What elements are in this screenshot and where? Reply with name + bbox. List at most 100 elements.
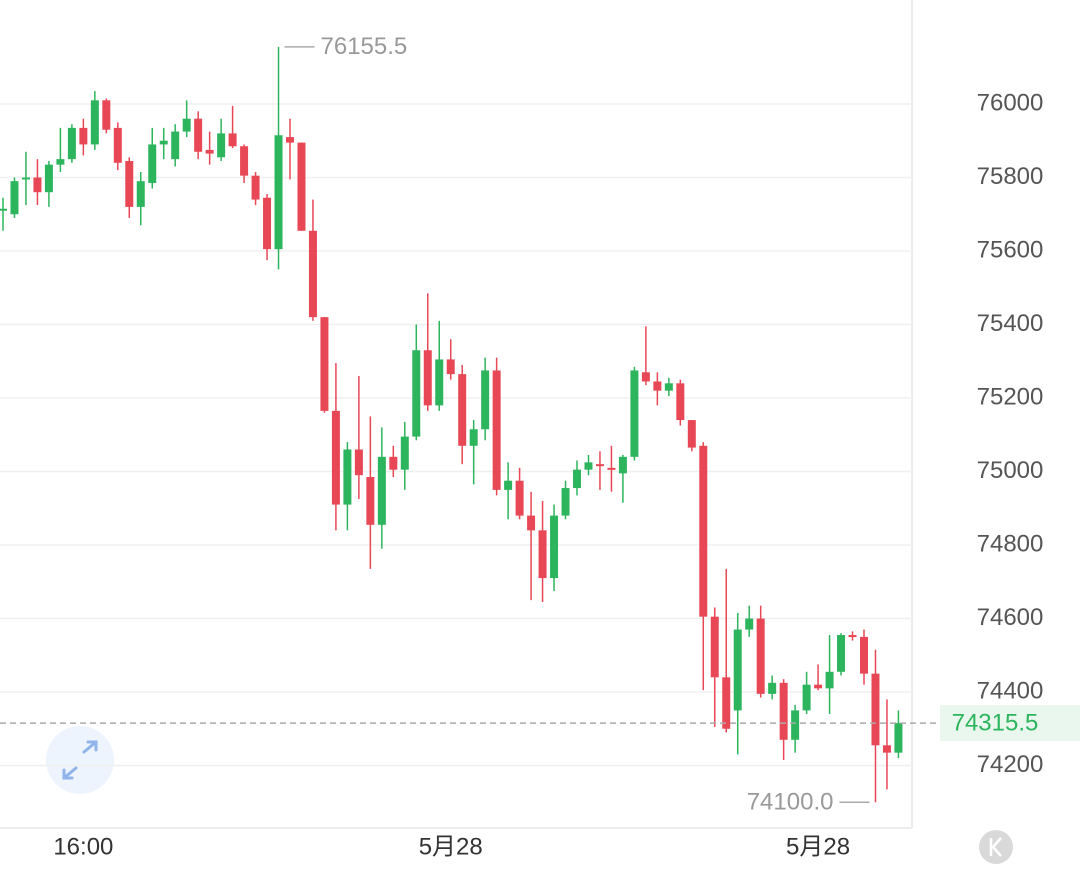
candle-body [354, 449, 363, 476]
candle-body [687, 420, 696, 448]
candle-body [377, 456, 386, 525]
candle-body [67, 127, 76, 160]
candle-body [102, 100, 111, 130]
candle-body [194, 118, 203, 152]
y-tick-label: 75200 [977, 383, 1044, 410]
candle-body [446, 359, 455, 375]
candle-body [263, 197, 272, 250]
candle-body [492, 370, 501, 490]
candle-body [882, 745, 891, 753]
candle-body [860, 636, 868, 674]
x-tick-label: 5月28 [786, 833, 850, 860]
candle-body [366, 477, 375, 525]
candle-body [848, 635, 857, 638]
candle-body [44, 164, 53, 193]
candle-body [791, 710, 800, 740]
candle-body [871, 673, 880, 746]
candle-body [481, 370, 490, 430]
x-tick-label: 16:00 [53, 833, 113, 860]
candle-body [79, 127, 88, 145]
candle-body [389, 456, 398, 470]
candle-body [56, 159, 65, 165]
candle-body [159, 140, 168, 145]
candle-body [550, 515, 559, 579]
candle-body [412, 350, 421, 437]
candle-body [710, 616, 719, 678]
candle-body [561, 488, 570, 516]
candle-body [297, 142, 306, 231]
expand-icon[interactable] [62, 740, 98, 780]
candle-body [286, 137, 294, 143]
y-tick-label: 75600 [977, 236, 1044, 263]
candle-body [722, 677, 731, 729]
min-annotation: 74100.0 [747, 789, 834, 816]
candle-body [217, 133, 226, 158]
candle-body [274, 135, 283, 250]
candle-body [0, 208, 7, 211]
candle-body [584, 462, 593, 470]
candle-body [33, 177, 42, 193]
candle-body [343, 449, 352, 505]
last-price-label: 74315.5 [952, 709, 1039, 736]
candle-body [630, 370, 639, 457]
candle-body [400, 436, 409, 470]
candle-body [136, 181, 145, 207]
candle-body [756, 618, 765, 694]
y-tick-label: 74200 [977, 751, 1044, 778]
candle-body [228, 133, 237, 147]
candle-body [641, 372, 650, 382]
y-tick-label: 75400 [977, 310, 1044, 337]
candle-body [423, 350, 432, 406]
candle-body [894, 723, 903, 753]
kline-icon[interactable] [989, 837, 1002, 857]
candle-body [653, 381, 662, 391]
candle-body [435, 359, 444, 406]
candle-body [595, 464, 604, 467]
candle-body [515, 480, 524, 516]
candle-body [825, 671, 834, 689]
candle-body [458, 374, 467, 446]
expand-button-bg[interactable] [46, 726, 114, 794]
candle-body [320, 317, 329, 411]
candle-body [240, 146, 249, 176]
y-tick-label: 75000 [977, 457, 1044, 484]
candle-body [308, 230, 317, 318]
candle-body [699, 445, 708, 617]
x-tick-label: 5月28 [419, 833, 483, 860]
candle-body [837, 635, 846, 672]
candle-body [251, 175, 260, 200]
candle-body [10, 181, 19, 215]
y-tick-label: 76000 [977, 89, 1044, 116]
candle-body [148, 144, 157, 184]
kline-button-bg[interactable] [979, 830, 1013, 864]
candle-body [607, 467, 616, 470]
candle-body [779, 682, 788, 740]
candle-body [745, 618, 754, 630]
candle-body [664, 383, 673, 391]
candle-body [113, 127, 122, 163]
candle-body [573, 469, 581, 489]
candle-body [171, 131, 180, 160]
last-price-box [940, 705, 1080, 742]
candle-body [802, 684, 811, 711]
y-tick-label: 74600 [977, 604, 1044, 631]
candle-body [733, 629, 742, 711]
candle-body [21, 177, 30, 180]
candle-body [205, 149, 214, 154]
candle-body [469, 429, 478, 446]
kline-button[interactable] [979, 830, 1013, 864]
candle-body [538, 530, 547, 579]
candle-body [504, 480, 513, 490]
candle-body [676, 383, 685, 421]
y-tick-label: 75800 [977, 163, 1044, 190]
candle-body [814, 684, 823, 689]
candle-body [331, 410, 340, 505]
candle-body [527, 515, 536, 531]
candle-body [90, 100, 99, 145]
candle-body [618, 456, 627, 474]
y-tick-label: 74400 [977, 677, 1044, 704]
max-annotation: 76155.5 [321, 33, 408, 60]
expand-button[interactable] [46, 726, 114, 794]
candle-body [182, 118, 191, 132]
